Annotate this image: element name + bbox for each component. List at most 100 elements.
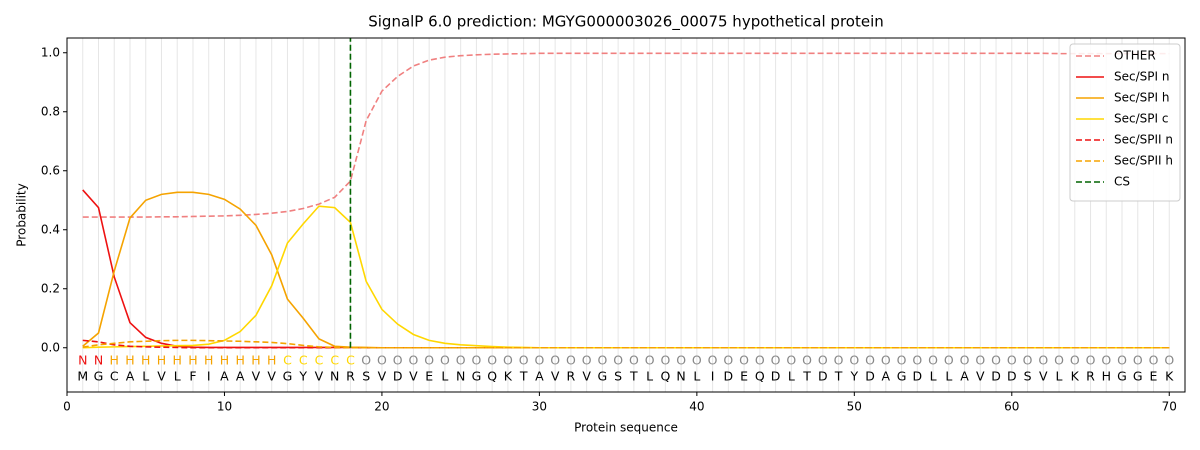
region-label: O <box>1023 353 1033 368</box>
residue-label: L <box>788 369 795 384</box>
residue-label: G <box>598 369 608 384</box>
y-tick-label: 0.6 <box>41 163 60 177</box>
residue-label: A <box>220 369 229 384</box>
residue-label: A <box>960 369 969 384</box>
residue-label: A <box>882 369 891 384</box>
region-label: C <box>346 353 355 368</box>
region-label: O <box>928 353 938 368</box>
series-line <box>82 205 1170 349</box>
x-tick-label: 0 <box>63 400 71 414</box>
series-line <box>82 191 1170 349</box>
x-tick-label: 40 <box>689 400 704 414</box>
series-line <box>82 52 1170 218</box>
x-tick-label: 50 <box>847 400 862 414</box>
residue-label: K <box>1071 369 1080 384</box>
region-label: O <box>361 353 371 368</box>
region-label: O <box>834 353 844 368</box>
residue-label: G <box>283 369 293 384</box>
region-label: O <box>456 353 466 368</box>
region-label: H <box>220 353 229 368</box>
region-label: O <box>708 353 718 368</box>
legend-label: Sec/SPI h <box>1114 91 1169 105</box>
region-label: O <box>471 353 481 368</box>
region-label: O <box>960 353 970 368</box>
region-label: O <box>566 353 576 368</box>
region-label: O <box>519 353 529 368</box>
region-label: C <box>299 353 308 368</box>
y-tick-label: 0.8 <box>41 104 60 118</box>
residue-label: V <box>252 369 261 384</box>
residue-label: D <box>393 369 403 384</box>
region-label: N <box>78 353 87 368</box>
region-label: H <box>251 353 260 368</box>
legend-label: Sec/SPI c <box>1114 112 1168 126</box>
residue-label: V <box>409 369 418 384</box>
chart-title: SignalP 6.0 prediction: MGYG000003026_00… <box>368 13 884 32</box>
residue-label: D <box>1007 369 1017 384</box>
region-label: O <box>613 353 623 368</box>
region-label: O <box>881 353 891 368</box>
y-tick-label: 0.4 <box>41 222 60 236</box>
region-label: O <box>597 353 607 368</box>
residue-label: E <box>425 369 433 384</box>
residue-label: N <box>330 369 339 384</box>
residue-label: D <box>865 369 875 384</box>
residue-label: K <box>504 369 513 384</box>
region-label: O <box>676 353 686 368</box>
region-label: O <box>944 353 954 368</box>
residue-label: D <box>912 369 922 384</box>
residue-label: L <box>693 369 700 384</box>
region-label: O <box>1070 353 1080 368</box>
region-label: O <box>582 353 592 368</box>
region-label: C <box>283 353 292 368</box>
region-label: O <box>692 353 702 368</box>
region-label: H <box>204 353 213 368</box>
y-tick-label: 0.0 <box>41 340 60 354</box>
region-label: N <box>94 353 103 368</box>
region-label: O <box>503 353 513 368</box>
residue-label: V <box>551 369 560 384</box>
region-label: C <box>315 353 324 368</box>
residue-label: G <box>1133 369 1143 384</box>
residue-label: E <box>740 369 748 384</box>
residue-label: V <box>315 369 324 384</box>
grid <box>82 38 1170 392</box>
residue-label: Q <box>660 369 670 384</box>
region-label: H <box>141 353 150 368</box>
y-tick-label: 0.2 <box>41 281 60 295</box>
residue-label: A <box>236 369 245 384</box>
residue-label: V <box>378 369 387 384</box>
residue-label: T <box>802 369 811 384</box>
region-label: O <box>849 353 859 368</box>
region-label: H <box>157 353 166 368</box>
y-tick-label: 1.0 <box>41 45 60 59</box>
region-label: O <box>393 353 403 368</box>
region-label: O <box>424 353 434 368</box>
region-label: O <box>645 353 655 368</box>
residue-label: L <box>441 369 448 384</box>
region-label: H <box>173 353 182 368</box>
residue-label: V <box>1039 369 1048 384</box>
residue-label: L <box>930 369 937 384</box>
residue-label: R <box>346 369 355 384</box>
residue-label: T <box>629 369 638 384</box>
region-label: O <box>771 353 781 368</box>
residue-label: L <box>1056 369 1063 384</box>
region-label: O <box>1038 353 1048 368</box>
residue-label: S <box>362 369 370 384</box>
region-label: O <box>1164 353 1174 368</box>
residue-label: T <box>834 369 843 384</box>
region-label: O <box>897 353 907 368</box>
residue-label: G <box>1117 369 1127 384</box>
region-label: O <box>409 353 419 368</box>
residue-label: I <box>711 369 715 384</box>
region-label: C <box>330 353 339 368</box>
residue-label: K <box>1165 369 1174 384</box>
residue-label: F <box>189 369 196 384</box>
region-label: H <box>110 353 119 368</box>
legend: OTHER Sec/SPI n Sec/SPI h Sec/SPI c Sec/SPII… <box>1069 43 1181 202</box>
region-label: O <box>550 353 560 368</box>
residue-label: N <box>676 369 685 384</box>
region-label: O <box>818 353 828 368</box>
residue-label: Y <box>298 369 307 384</box>
